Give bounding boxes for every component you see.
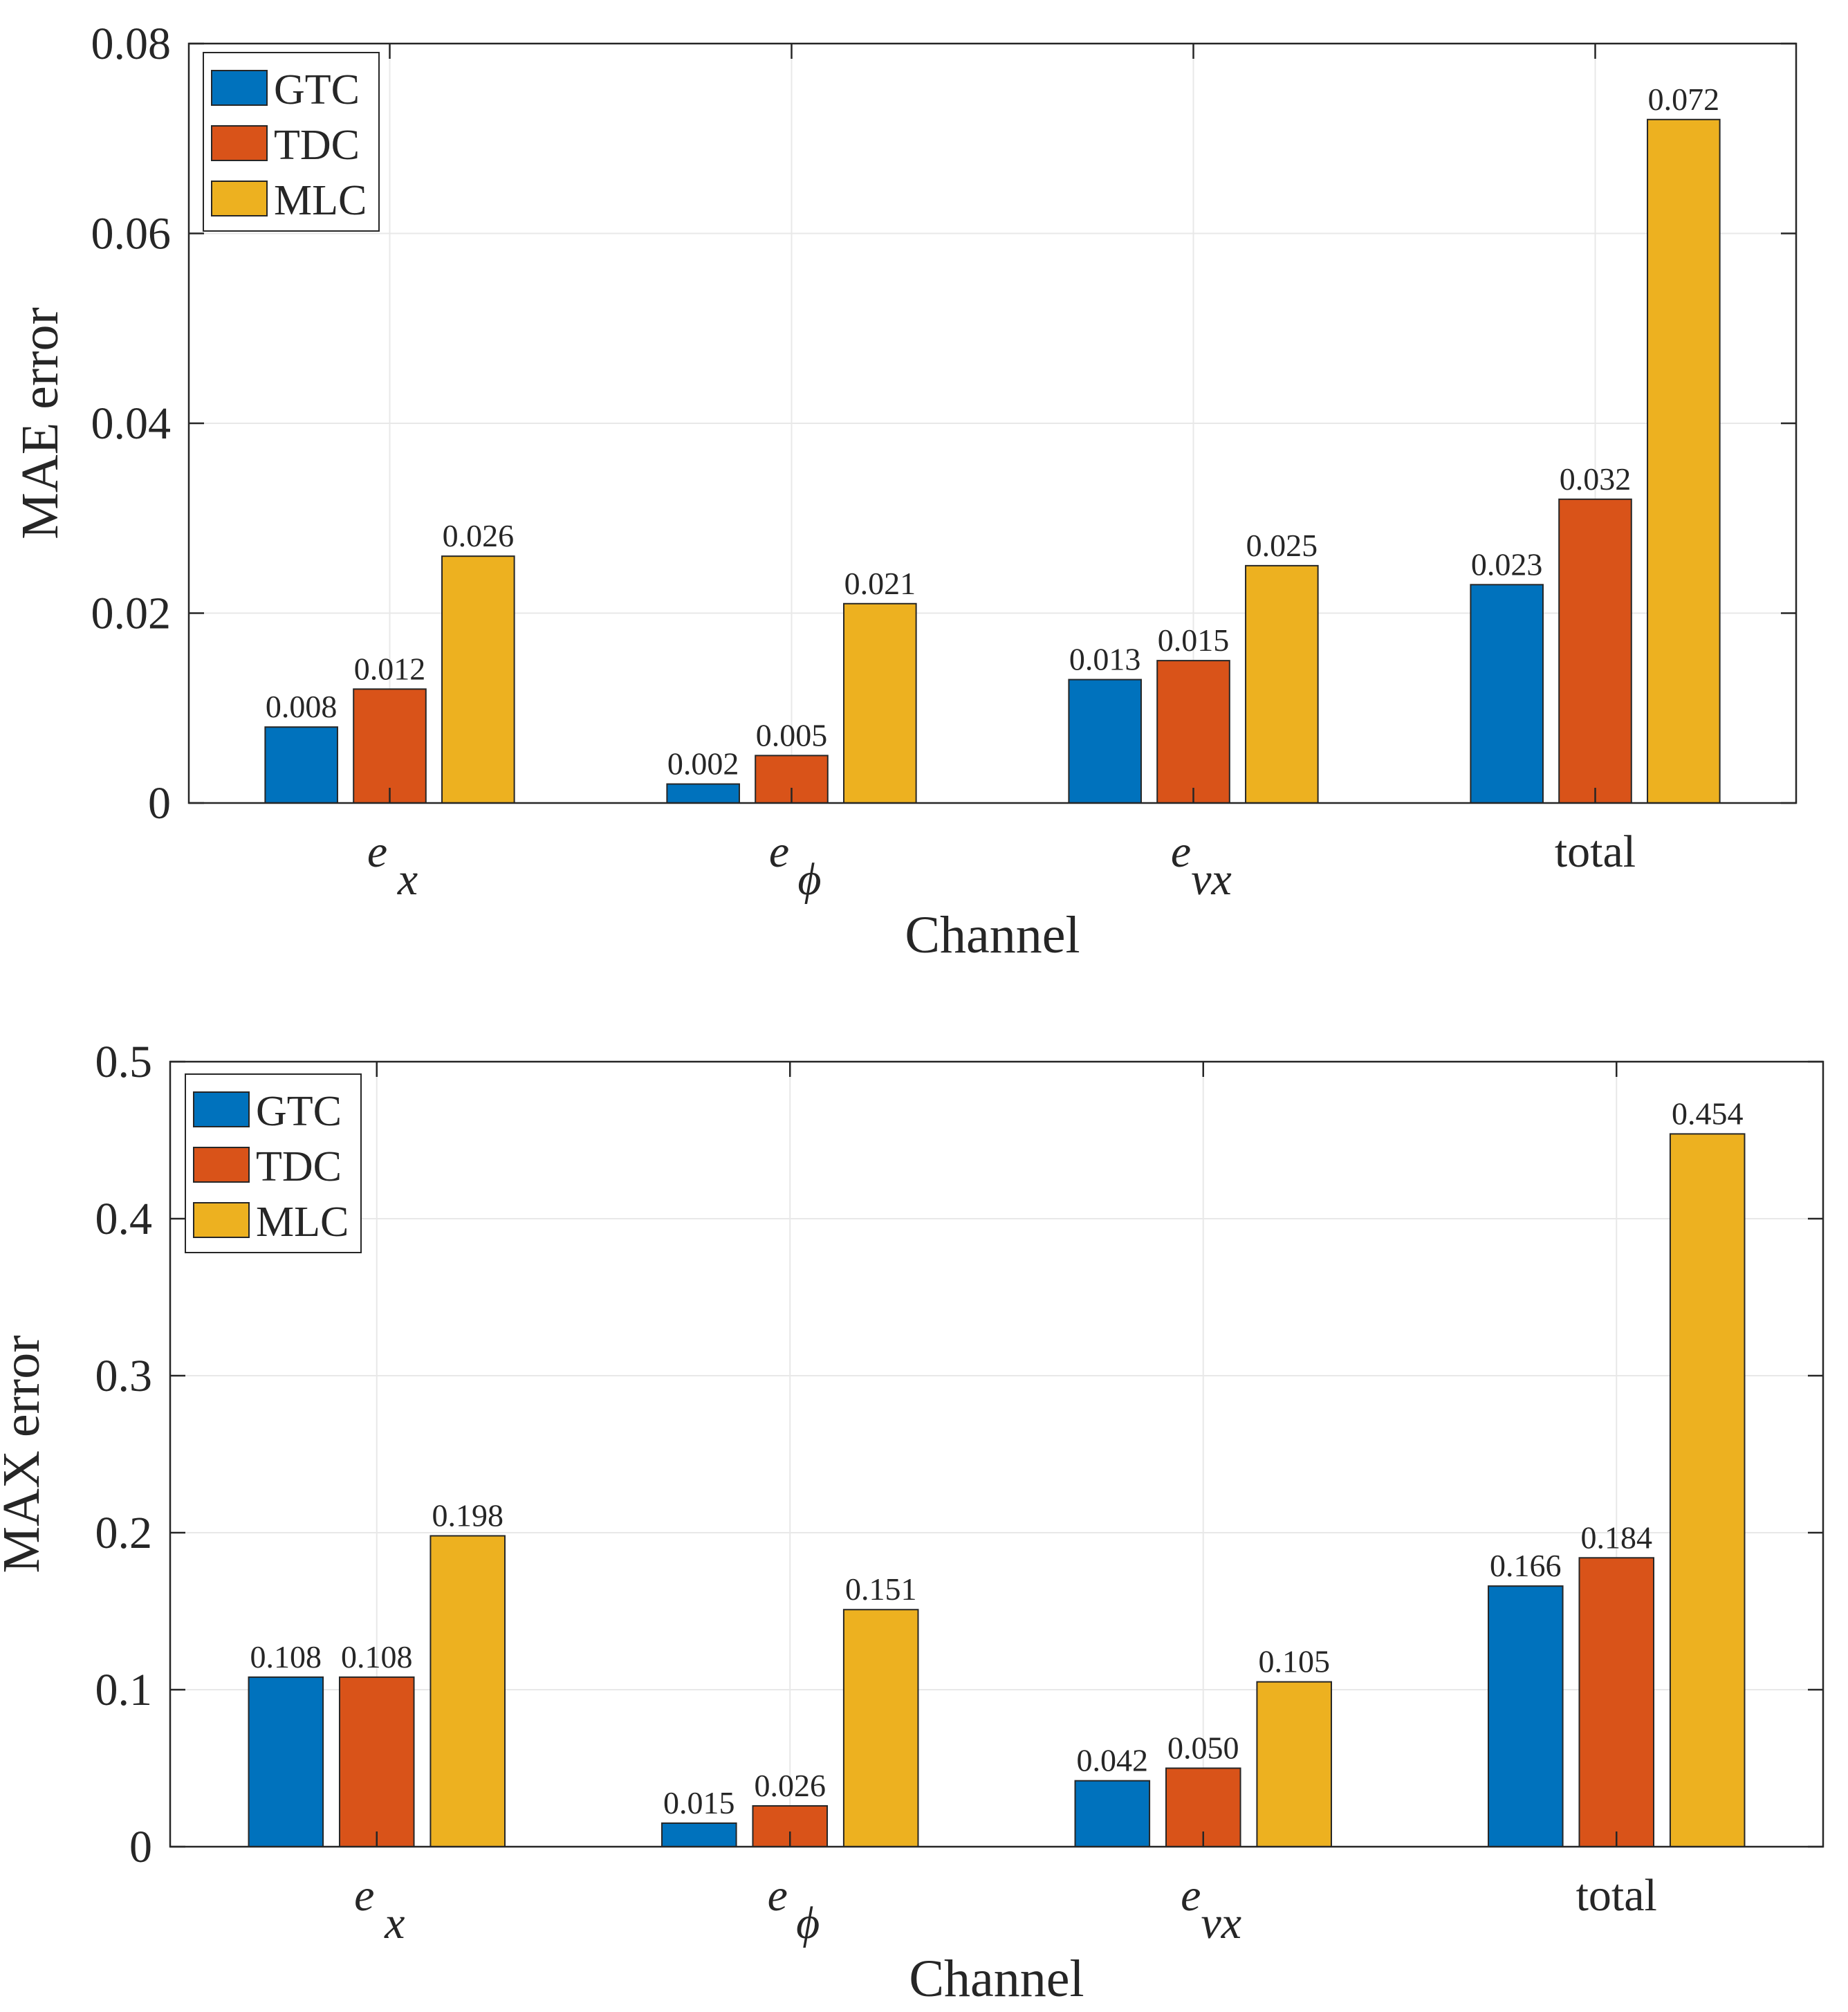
bar-gtc (661, 1822, 737, 1847)
data-label: 0.012 (354, 651, 426, 686)
y-tick-label: 0.06 (91, 209, 172, 259)
x-axis-label: Channel (909, 1950, 1084, 2008)
y-tick-label: 0.5 (95, 1037, 153, 1087)
data-label: 0.105 (1258, 1644, 1330, 1679)
bar-gtc (666, 783, 740, 804)
data-label: 0.015 (663, 1785, 735, 1820)
legend-swatch-mlc (211, 181, 268, 216)
data-label: 0.198 (432, 1498, 503, 1533)
x-tick-label-sub: ϕ (796, 1898, 820, 1948)
data-label: 0.072 (1648, 82, 1720, 117)
legend-label-tdc: TDC (274, 122, 360, 169)
bar-mlc (1647, 118, 1721, 804)
x-tick-label-base: e (769, 827, 789, 877)
bar-tdc (1578, 1557, 1655, 1848)
data-label: 0.166 (1490, 1548, 1562, 1583)
y-tick-label: 0.2 (95, 1508, 153, 1558)
data-label: 0.032 (1560, 461, 1632, 497)
bar-mlc (1245, 564, 1319, 804)
legend-swatch-gtc (211, 70, 268, 106)
legend: GTC TDC MLC (185, 1073, 362, 1253)
data-label: 0.108 (250, 1639, 322, 1674)
bar-mlc (1256, 1681, 1332, 1847)
bar-mlc (843, 602, 917, 804)
bar-tdc (338, 1676, 415, 1848)
y-tick-label: 0.4 (95, 1194, 153, 1244)
legend-swatch-tdc (211, 125, 268, 161)
x-tick-label-base: e (768, 1870, 788, 1921)
x-tick-label-base: e (1171, 827, 1191, 877)
legend-swatch-mlc (193, 1202, 250, 1238)
data-label: 0.026 (755, 1768, 826, 1803)
bar-tdc (353, 688, 427, 804)
x-tick-label-sub: x (397, 854, 418, 905)
data-label: 0.023 (1471, 546, 1543, 582)
data-label: 0.013 (1069, 642, 1141, 677)
x-tick-label-base: e (1181, 1870, 1201, 1921)
data-label: 0.026 (443, 518, 515, 553)
x-axis-label: Channel (905, 906, 1080, 964)
data-label: 0.015 (1158, 622, 1230, 658)
data-label: 0.025 (1246, 528, 1318, 563)
data-label: 0.184 (1581, 1520, 1653, 1555)
legend-label-mlc: MLC (256, 1199, 349, 1246)
bar-gtc (264, 726, 338, 804)
x-tick-label-base: e (367, 827, 387, 877)
data-label: 0.005 (756, 717, 828, 753)
legend-label-tdc: TDC (256, 1143, 342, 1190)
data-label: 0.021 (844, 566, 916, 601)
y-tick-label: 0 (129, 1822, 152, 1872)
bar-mlc (429, 1535, 506, 1848)
y-axis-label: MAE error (11, 307, 69, 539)
data-label: 0.008 (266, 689, 338, 724)
legend: GTC TDC MLC (203, 52, 380, 232)
x-tick-label: total (1555, 827, 1636, 877)
x-tick-label-sub: vx (1201, 1898, 1241, 1948)
x-tick-label: total (1576, 1870, 1657, 1921)
data-label: 0.454 (1672, 1096, 1744, 1131)
plot-area (170, 1062, 1823, 1847)
legend-label-mlc: MLC (274, 177, 367, 224)
axes-box (169, 1060, 1824, 1848)
chart-panel-1: 0.008 0.002 0.013 0.023 0.012 0.005 0.015 0.032… (11, 19, 1798, 964)
bar-mlc (842, 1609, 919, 1847)
bar-mlc (1669, 1133, 1746, 1847)
y-tick-label: 0.04 (91, 398, 172, 449)
data-label: 0.108 (341, 1639, 413, 1674)
data-label: 0.151 (845, 1571, 917, 1607)
legend-label-gtc: GTC (274, 66, 360, 113)
y-tick-label: 0.08 (91, 19, 172, 69)
y-tick-label: 0 (148, 778, 171, 829)
bar-gtc (248, 1676, 324, 1848)
data-label: 0.050 (1167, 1730, 1239, 1766)
bar-gtc (1488, 1585, 1564, 1847)
x-tick-label-sub: vx (1191, 854, 1232, 905)
bar-gtc (1068, 679, 1142, 804)
chart-panel-2: 0.108 0.015 0.042 0.166 0.108 0.026 0.050 0.184… (0, 1037, 1824, 2008)
data-label: 0.002 (667, 746, 739, 782)
bar-tdc (1558, 498, 1632, 804)
legend-label-gtc: GTC (256, 1088, 342, 1135)
bar-tdc (1156, 660, 1230, 804)
bar-gtc (1074, 1780, 1151, 1847)
legend-swatch-gtc (193, 1091, 250, 1127)
y-tick-label: 0.02 (91, 589, 172, 639)
data-label: 0.042 (1077, 1743, 1149, 1778)
bar-mlc (441, 555, 515, 804)
legend-swatch-tdc (193, 1147, 250, 1183)
y-tick-label: 0.1 (95, 1665, 153, 1715)
x-tick-label-sub: ϕ (797, 854, 821, 905)
y-axis-label: MAX error (0, 1335, 50, 1573)
x-tick-label-sub: x (384, 1898, 405, 1948)
x-tick-label-base: e (354, 1870, 374, 1921)
bar-gtc (1470, 584, 1544, 804)
y-tick-label: 0.3 (95, 1351, 153, 1401)
